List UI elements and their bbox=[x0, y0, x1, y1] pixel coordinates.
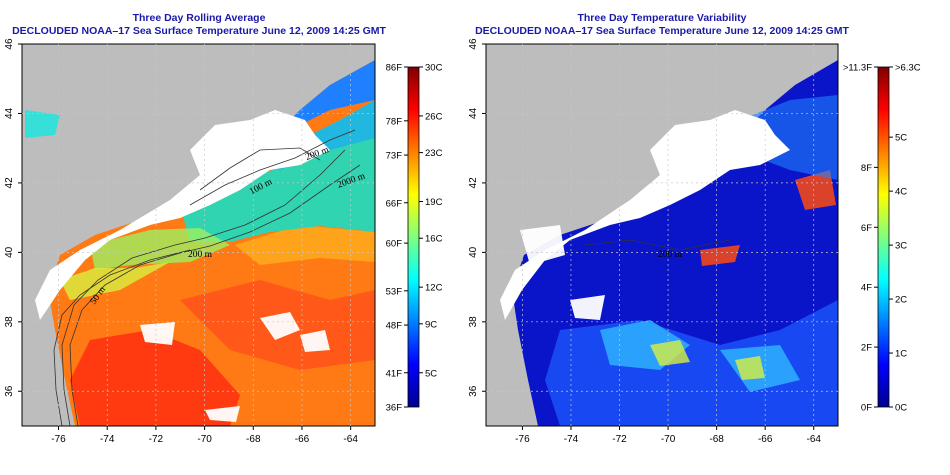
colorbar-label-f: 8F bbox=[861, 163, 872, 174]
y-tick-label: 46 bbox=[468, 38, 479, 50]
x-tick-label: -70 bbox=[661, 434, 676, 445]
colorbar-label-c: 0C bbox=[895, 403, 907, 414]
average-panel: Three Day Rolling Average DECLOUDED NOAA… bbox=[4, 12, 443, 445]
y-tick-label: 42 bbox=[4, 177, 15, 189]
average-title: Three Day Rolling Average bbox=[133, 12, 266, 24]
y-tick-label: 44 bbox=[468, 107, 479, 119]
colorbar-label-c: 19C bbox=[425, 197, 443, 208]
colorbar-label-c: 4C bbox=[895, 187, 907, 198]
variability-colorbar: 0F 2F 4F 6F 8F >11.3F >6.3C 5C 4C 3C 2C 1C 0C bbox=[843, 63, 921, 414]
x-tick-label: -76 bbox=[51, 434, 66, 445]
x-tick-label: -72 bbox=[149, 434, 164, 445]
colorbar-label-f: 0F bbox=[861, 403, 872, 414]
x-tick-label: -70 bbox=[197, 434, 212, 445]
variability-sst-map: -76 -74 -72 -70 -68 -66 -64 36 38 40 42 44 46 200 m bbox=[468, 38, 839, 445]
x-tick-label: -64 bbox=[806, 434, 821, 445]
colorbar-label-c: 2C bbox=[895, 295, 907, 306]
colorbar-label-f: >11.3F bbox=[843, 63, 872, 74]
colorbar-label-f: 41F bbox=[386, 368, 403, 379]
y-tick-label: 38 bbox=[4, 316, 15, 328]
x-tick-label: -66 bbox=[758, 434, 773, 445]
colorbar-label-f: 66F bbox=[386, 198, 403, 209]
bathymetry-contours bbox=[53, 129, 361, 426]
colorbar-label-c: 5C bbox=[425, 368, 437, 379]
y-tick-label: 36 bbox=[468, 385, 479, 397]
colorbar-gradient bbox=[407, 66, 420, 408]
contour-label: 200 m bbox=[188, 250, 213, 260]
colorbar-label-f: 4F bbox=[861, 283, 872, 294]
gridlines bbox=[486, 44, 838, 426]
colorbar-label-f: 78F bbox=[386, 116, 403, 127]
colorbar-label-c: 9C bbox=[425, 319, 437, 330]
colorbar-label-f: 2F bbox=[861, 343, 872, 354]
colorbar-gradient bbox=[877, 66, 890, 408]
average-subtitle: DECLOUDED NOAA–17 Sea Surface Temperatur… bbox=[12, 25, 386, 37]
y-tick-label: 38 bbox=[468, 316, 479, 328]
cloud-mask bbox=[500, 110, 790, 320]
gridlines bbox=[22, 44, 375, 426]
bathymetry-contours bbox=[584, 239, 731, 251]
colorbar-label-c: 16C bbox=[425, 234, 443, 245]
variability-panel: Three Day Temperature Variability DECLOU… bbox=[468, 12, 921, 445]
map-frame bbox=[485, 43, 839, 427]
x-tick-label: -74 bbox=[100, 434, 115, 445]
x-tick-label: -66 bbox=[295, 434, 310, 445]
y-tick-label: 42 bbox=[468, 177, 479, 189]
colorbar-label-f: 6F bbox=[861, 223, 872, 234]
x-tick-label: -76 bbox=[515, 434, 530, 445]
y-tick-label: 40 bbox=[468, 246, 479, 258]
x-tick-label: -64 bbox=[343, 434, 358, 445]
contour-label: 200 m bbox=[658, 250, 683, 260]
colorbar-label-c: 23C bbox=[425, 148, 443, 159]
colorbar-label-f: 86F bbox=[386, 63, 403, 74]
variability-title: Three Day Temperature Variability bbox=[577, 12, 746, 24]
x-tick-label: -72 bbox=[612, 434, 627, 445]
colorbar-label-c: 26C bbox=[425, 111, 443, 122]
average-sst-map: -76 -74 -72 -70 -68 -66 -64 36 38 40 42 44 46 200 m… bbox=[4, 38, 376, 445]
colorbar-label-f: 60F bbox=[386, 239, 403, 250]
map-frame bbox=[21, 43, 376, 427]
x-tick-label: -74 bbox=[564, 434, 579, 445]
y-tick-label: 36 bbox=[4, 385, 15, 397]
colorbar-label-c: 3C bbox=[895, 241, 907, 252]
colorbar-label-c: >6.3C bbox=[895, 63, 921, 74]
colorbar-label-c: 1C bbox=[895, 349, 907, 360]
colorbar-label-f: 48F bbox=[386, 321, 403, 332]
x-tick-label: -68 bbox=[709, 434, 724, 445]
x-tick-label: -68 bbox=[246, 434, 261, 445]
colorbar-label-c: 12C bbox=[425, 283, 443, 294]
y-tick-label: 40 bbox=[4, 246, 15, 258]
colorbar-label-f: 53F bbox=[386, 286, 403, 297]
variability-subtitle: DECLOUDED NOAA–17 Sea Surface Temperatur… bbox=[475, 25, 849, 37]
y-tick-label: 46 bbox=[4, 38, 15, 50]
y-tick-label: 44 bbox=[4, 107, 15, 119]
colorbar-label-f: 36F bbox=[386, 403, 403, 414]
average-colorbar: 36F 41F 48F 53F 60F 66F 73F 78F 86F 30C 26C 23C 19C… bbox=[386, 63, 443, 414]
cloud-mask bbox=[35, 110, 330, 320]
colorbar-label-c: 30C bbox=[425, 63, 443, 74]
colorbar-label-f: 73F bbox=[386, 151, 403, 162]
colorbar-label-c: 5C bbox=[895, 133, 907, 144]
